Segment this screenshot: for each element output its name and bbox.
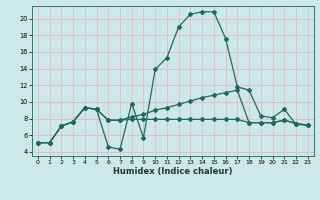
- X-axis label: Humidex (Indice chaleur): Humidex (Indice chaleur): [113, 167, 233, 176]
